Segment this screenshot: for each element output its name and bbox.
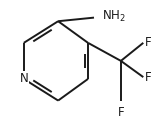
Text: F: F — [118, 106, 124, 119]
Text: N: N — [19, 72, 28, 85]
Text: F: F — [145, 71, 151, 84]
Text: F: F — [145, 36, 151, 49]
Text: NH$_2$: NH$_2$ — [102, 9, 126, 24]
